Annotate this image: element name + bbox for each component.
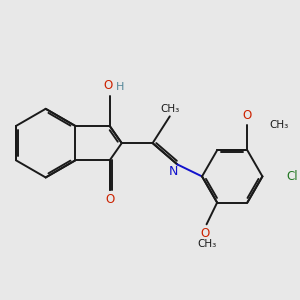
Text: O: O [243,109,252,122]
Text: CH₃: CH₃ [197,239,216,249]
Text: CH₃: CH₃ [160,103,179,114]
Text: N: N [169,165,178,178]
Text: CH₃: CH₃ [269,120,288,130]
Text: Cl: Cl [286,170,298,183]
Text: O: O [103,79,112,92]
Text: H: H [116,82,124,92]
Text: O: O [200,227,209,240]
Text: O: O [105,193,114,206]
